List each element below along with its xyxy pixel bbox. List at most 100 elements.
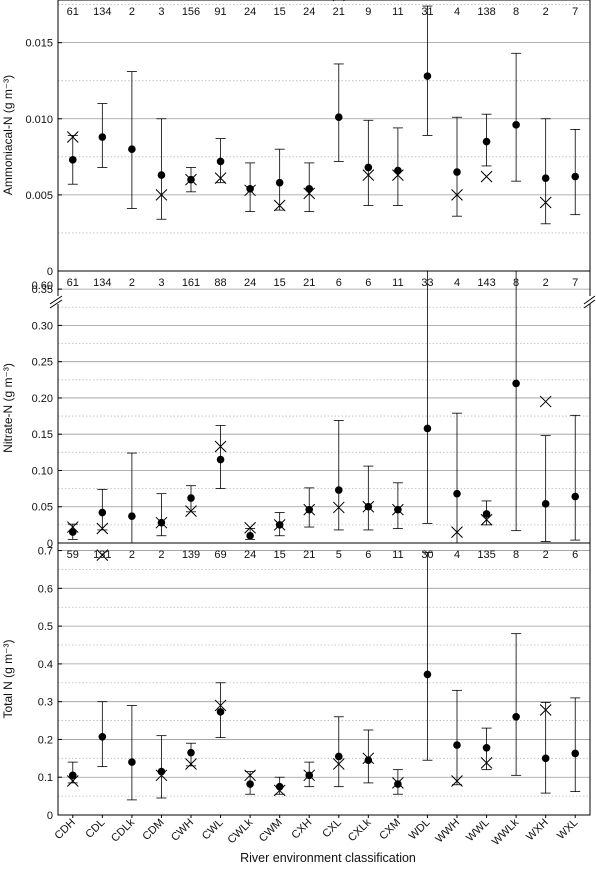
y-tick-label: 0.015	[25, 38, 53, 50]
y-tick-label: 0.2	[38, 734, 53, 746]
y-tick-label: 0	[47, 266, 53, 278]
median-cross	[214, 440, 227, 453]
sample-count-label: 7	[572, 277, 578, 289]
median-cross	[303, 769, 316, 782]
mean-point	[541, 174, 550, 182]
y-tick-label: 0.20	[32, 393, 53, 405]
mean-point	[512, 379, 520, 388]
sample-count-label: 21	[333, 6, 345, 18]
sample-count-label: 6	[365, 277, 371, 289]
axis-break-label: 0.60	[32, 280, 53, 292]
y-tick-label: 0.1	[38, 772, 53, 784]
median-cross	[185, 173, 197, 186]
mean-point	[364, 163, 373, 172]
median-cross	[66, 131, 79, 143]
median-cross	[392, 777, 404, 789]
sample-count-label: 11	[392, 277, 403, 289]
mean-point	[453, 168, 461, 176]
mean-point	[246, 184, 254, 193]
median-cross	[273, 199, 286, 212]
mean-point	[68, 771, 77, 780]
mean-point	[364, 756, 373, 765]
median-cross	[480, 757, 493, 769]
mean-point	[216, 455, 225, 464]
y-tick-label: 0.30	[32, 320, 53, 332]
median-cross	[451, 526, 463, 538]
mean-point	[482, 137, 491, 146]
y-axis-title: Total N (g m⁻³)	[1, 639, 15, 718]
y-tick-label: 0.5	[38, 621, 53, 633]
sample-count-label: 8	[513, 549, 519, 561]
median-cross	[303, 503, 316, 516]
mean-point	[541, 754, 550, 763]
sample-count-label: 6	[572, 549, 578, 561]
y-tick-label: 0.4	[38, 659, 53, 671]
y-tick-label: 0.3	[38, 697, 53, 709]
sample-count-label: 91	[214, 6, 226, 18]
sample-count-label: 4	[454, 277, 460, 289]
median-cross	[96, 549, 109, 561]
median-cross	[66, 521, 79, 533]
sample-count-label: 21	[303, 277, 315, 289]
sample-count-label: 24	[244, 549, 256, 561]
median-cross	[332, 501, 345, 514]
mean-point	[187, 748, 195, 757]
median-cross	[155, 189, 168, 201]
mean-point	[482, 743, 491, 752]
mean-point	[571, 492, 580, 501]
mean-point	[246, 780, 254, 788]
median-cross	[480, 513, 493, 526]
sample-count-label: 134	[93, 6, 111, 18]
sample-count-label: 161	[182, 277, 200, 289]
mean-point	[68, 528, 77, 536]
median-cross	[244, 184, 256, 197]
sample-count-label: 2	[543, 277, 549, 289]
median-cross	[214, 699, 227, 712]
axis-break-slash	[583, 299, 596, 309]
mean-point	[275, 782, 284, 791]
axes-layer	[48, 0, 596, 818]
median-cross	[539, 395, 552, 408]
y-tick-label: 0.6	[38, 583, 53, 595]
panel-frame	[57, 542, 591, 816]
median-cross	[451, 775, 463, 787]
mean-point	[98, 508, 107, 517]
y-tick-label: 0	[47, 810, 53, 822]
median-cross	[392, 503, 404, 516]
grid-layer	[58, 4, 590, 797]
mean-point	[423, 72, 432, 80]
y-tick-label: 0.005	[25, 190, 53, 202]
sample-count-label: 9	[365, 6, 371, 18]
mean-point	[68, 156, 77, 164]
mean-point	[128, 512, 136, 520]
mean-point	[512, 712, 520, 721]
sample-count-label: 59	[67, 549, 79, 561]
mean-point	[216, 157, 225, 166]
sample-count-label: 5	[336, 549, 342, 561]
sample-count-label: 156	[182, 6, 200, 18]
mean-point	[334, 752, 343, 761]
median-cross	[480, 170, 493, 183]
mean-point	[482, 510, 491, 518]
mean-point	[334, 486, 343, 494]
median-cross	[362, 752, 375, 765]
sample-count-label: 88	[214, 277, 226, 289]
median-cross	[155, 769, 168, 782]
mean-point	[187, 494, 195, 502]
sample-count-label: 21	[303, 549, 315, 561]
median-cross	[332, 758, 345, 770]
sample-count-label: 15	[274, 277, 286, 289]
x-axis-title: River environment classification	[240, 851, 416, 865]
median-cross	[539, 196, 552, 209]
sample-count-label: 24	[244, 6, 256, 18]
sample-count-label: 30	[421, 549, 433, 561]
sample-count-label: 15	[274, 549, 286, 561]
mean-point	[334, 113, 343, 122]
median-cross	[244, 769, 256, 782]
sample-count-label: 2	[129, 6, 135, 18]
mean-point	[128, 145, 136, 154]
y-tick-label: 0.10	[32, 465, 53, 477]
sample-count-label: 3	[158, 277, 164, 289]
sample-count-label: 8	[513, 277, 519, 289]
